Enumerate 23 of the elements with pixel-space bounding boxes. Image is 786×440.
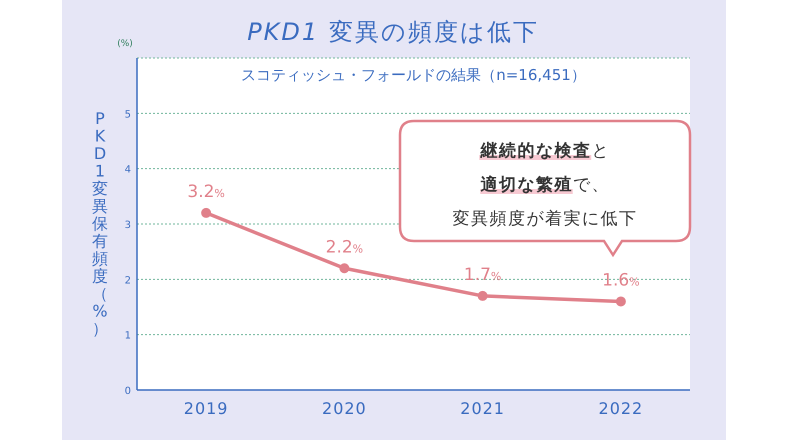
callout: 継続的な検査と適切な繁殖で、変異頻度が着実に低下 (398, 120, 692, 256)
text: (%) (117, 39, 133, 49)
y-tick-label: 4 (124, 164, 131, 176)
point (201, 208, 212, 218)
data-label: 1.7% (464, 264, 502, 285)
data-label: 1.6% (602, 270, 640, 290)
point (616, 296, 626, 306)
x-tick-label: 2021 (460, 399, 505, 418)
y-tick-label: 3 (124, 220, 131, 231)
text: PKD1変異保有頻度（%） (92, 109, 108, 338)
y-tick-label: 2 (124, 275, 131, 286)
data-label: 3.2% (187, 182, 225, 202)
y-tick-label: 5 (124, 109, 131, 120)
x-tick-label: 2020 (322, 399, 367, 418)
chart-title: PKD1 変異の頻度は低下 (247, 18, 539, 46)
point (339, 263, 350, 274)
x-tick-label: 2022 (598, 399, 644, 418)
y-tick-label: 0 (124, 386, 131, 397)
x-tick-label: 2019 (184, 399, 228, 418)
point (478, 290, 488, 301)
text: スコティッシュ・フォールドの結果（n=16,451） (241, 66, 586, 84)
y-tick-label: 1 (124, 330, 131, 342)
data-label: 2.2% (326, 237, 364, 258)
